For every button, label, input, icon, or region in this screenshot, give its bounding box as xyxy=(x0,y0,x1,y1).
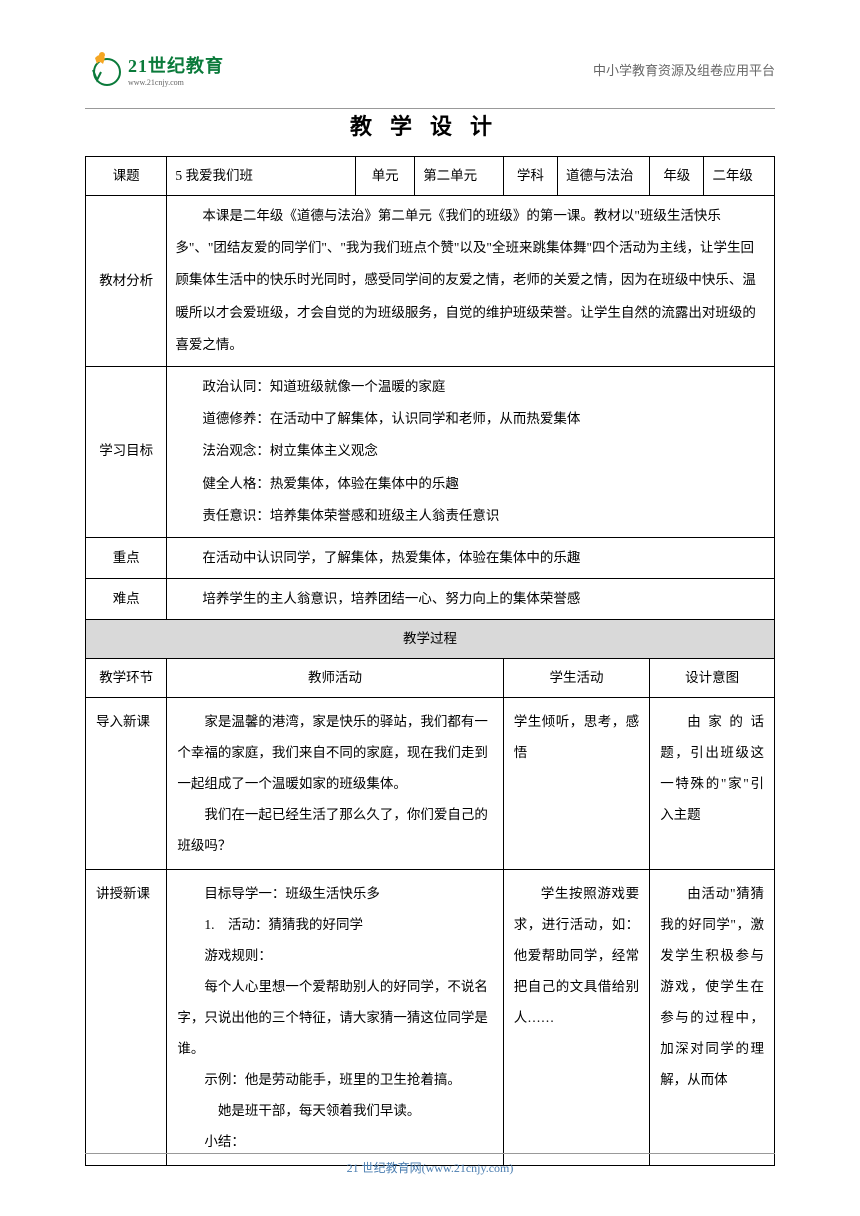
process-header-row: 教学过程 xyxy=(86,620,775,659)
intro-row: 导入新课 家是温馨的港湾，家是快乐的驿站，我们都有一个幸福的家庭，我们来自不同的… xyxy=(86,697,775,869)
material-label: 教材分析 xyxy=(86,195,167,366)
topic-label: 课题 xyxy=(86,157,167,196)
intro-intent: 由家的话题，引出班级这一特殊的"家"引入主题 xyxy=(650,697,775,869)
unit-label: 单元 xyxy=(356,157,415,196)
teach-row: 讲授新课 目标导学一：班级生活快乐多 1. 活动：猜猜我的好同学 游戏规则： 每… xyxy=(86,869,775,1165)
page-title: 教学设计 xyxy=(85,109,775,141)
logo-icon xyxy=(85,50,123,88)
focus-content: 在活动中认识同学，了解集体，热爱集体，体验在集体中的乐趣 xyxy=(167,537,775,578)
material-row: 教材分析 本课是二年级《道德与法治》第二单元《我们的班级》的第一课。教材以"班级… xyxy=(86,195,775,366)
subject-label: 学科 xyxy=(503,157,557,196)
footer-text: 21 世纪教育网(www.21cnjy.com) xyxy=(347,1161,514,1175)
info-row: 课题 5 我爱我们班 单元 第二单元 学科 道德与法治 年级 二年级 xyxy=(86,157,775,196)
header-platform-text: 中小学教育资源及组卷应用平台 xyxy=(593,60,775,79)
topic-value: 5 我爱我们班 xyxy=(167,157,356,196)
goal-line-1: 政治认同：知道班级就像一个温暖的家庭 xyxy=(175,371,766,403)
subject-value: 道德与法治 xyxy=(557,157,649,196)
process-columns-row: 教学环节 教师活动 学生活动 设计意图 xyxy=(86,659,775,698)
teach-student: 学生按照游戏要求，进行活动，如：他爱帮助同学，经常把自己的文具借给别人…… xyxy=(503,869,649,1165)
grade-label: 年级 xyxy=(650,157,704,196)
teach-stage: 讲授新课 xyxy=(86,869,167,1165)
teach-l4: 每个人心里想一个爱帮助别人的好同学，不说名字，只说出他的三个特征，请大家猜一猜这… xyxy=(177,971,492,1064)
goals-row: 学习目标 政治认同：知道班级就像一个温暖的家庭 道德修养：在活动中了解集体，认识… xyxy=(86,366,775,537)
intro-teacher-p1: 家是温馨的港湾，家是快乐的驿站，我们都有一个幸福的家庭，我们来自不同的家庭，现在… xyxy=(177,706,492,799)
teach-intent: 由活动"猜猜我的好同学"，激发学生积极参与游戏，使学生在参与的过程中，加深对同学… xyxy=(650,869,775,1165)
intro-stage: 导入新课 xyxy=(86,697,167,869)
logo-text-url: www.21cnjy.com xyxy=(128,78,224,87)
intro-teacher: 家是温馨的港湾，家是快乐的驿站，我们都有一个幸福的家庭，我们来自不同的家庭，现在… xyxy=(167,697,503,869)
teach-teacher: 目标导学一：班级生活快乐多 1. 活动：猜猜我的好同学 游戏规则： 每个人心里想… xyxy=(167,869,503,1165)
goals-label: 学习目标 xyxy=(86,366,167,537)
goals-content: 政治认同：知道班级就像一个温暖的家庭 道德修养：在活动中了解集体，认识同学和老师… xyxy=(167,366,775,537)
goal-line-5: 责任意识：培养集体荣誉感和班级主人翁责任意识 xyxy=(175,500,766,532)
grade-value: 二年级 xyxy=(704,157,775,196)
col-stage-header: 教学环节 xyxy=(86,659,167,698)
teach-l3: 游戏规则： xyxy=(177,940,492,971)
difficulty-label: 难点 xyxy=(86,578,167,619)
unit-value: 第二单元 xyxy=(415,157,504,196)
goal-line-4: 健全人格：热爱集体，体验在集体中的乐趣 xyxy=(175,468,766,500)
focus-label: 重点 xyxy=(86,537,167,578)
lesson-plan-table: 课题 5 我爱我们班 单元 第二单元 学科 道德与法治 年级 二年级 教材分析 … xyxy=(85,156,775,1166)
material-content: 本课是二年级《道德与法治》第二单元《我们的班级》的第一课。教材以"班级生活快乐多… xyxy=(167,195,775,366)
teach-l5: 示例：他是劳动能手，班里的卫生抢着搞。 xyxy=(177,1064,492,1095)
difficulty-row: 难点 培养学生的主人翁意识，培养团结一心、努力向上的集体荣誉感 xyxy=(86,578,775,619)
page-header: 21世纪教育 www.21cnjy.com 中小学教育资源及组卷应用平台 xyxy=(85,50,775,88)
logo: 21世纪教育 www.21cnjy.com xyxy=(85,50,224,88)
teach-l1: 目标导学一：班级生活快乐多 xyxy=(177,878,492,909)
col-teacher-header: 教师活动 xyxy=(167,659,503,698)
teach-l2: 1. 活动：猜猜我的好同学 xyxy=(177,909,492,940)
goal-line-2: 道德修养：在活动中了解集体，认识同学和老师，从而热爱集体 xyxy=(175,403,766,435)
process-header: 教学过程 xyxy=(86,620,775,659)
teach-l6: 她是班干部，每天领着我们早读。 xyxy=(177,1095,492,1126)
col-intent-header: 设计意图 xyxy=(650,659,775,698)
goal-line-3: 法治观念：树立集体主义观念 xyxy=(175,435,766,467)
footer-divider xyxy=(85,1153,775,1154)
col-student-header: 学生活动 xyxy=(503,659,649,698)
intro-teacher-p2: 我们在一起已经生活了那么久了，你们爱自己的班级吗？ xyxy=(177,799,492,861)
page-footer: 21 世纪教育网(www.21cnjy.com) xyxy=(0,1153,860,1176)
focus-row: 重点 在活动中认识同学，了解集体，热爱集体，体验在集体中的乐趣 xyxy=(86,537,775,578)
intro-student: 学生倾听，思考，感悟 xyxy=(503,697,649,869)
difficulty-content: 培养学生的主人翁意识，培养团结一心、努力向上的集体荣誉感 xyxy=(167,578,775,619)
logo-text-cn: 21世纪教育 xyxy=(128,56,224,76)
